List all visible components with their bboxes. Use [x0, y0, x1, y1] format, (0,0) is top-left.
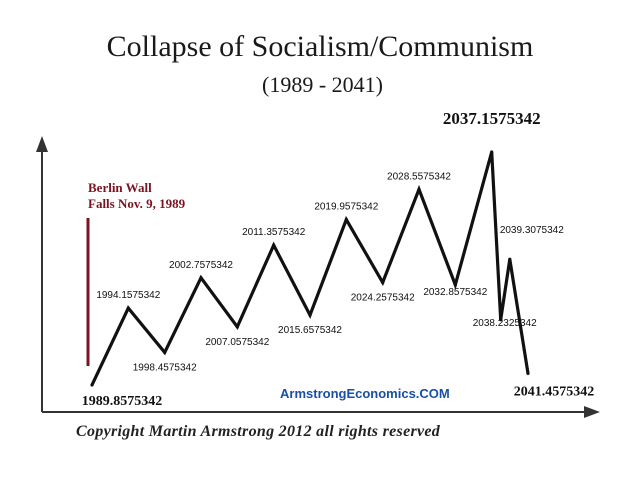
point-label: 2032.8575342 — [423, 287, 487, 298]
point-label: 1989.8575342 — [82, 394, 163, 409]
website-label: ArmstrongEconomics.COM — [280, 386, 450, 401]
point-label: 2038.2325342 — [473, 318, 537, 329]
point-label: 2037.1575342 — [443, 109, 541, 128]
point-label: 1998.4575342 — [133, 362, 197, 373]
point-label: 2011.3575342 — [242, 227, 306, 238]
turning-point-high — [344, 218, 348, 222]
point-label: 1994.1575342 — [96, 290, 160, 301]
turning-point-high — [126, 306, 130, 310]
turning-point-high — [417, 187, 421, 191]
turning-point-low — [453, 283, 457, 287]
y-axis-arrow — [36, 136, 48, 152]
turning-point-low — [308, 313, 312, 317]
point-label: 2015.6575342 — [278, 325, 342, 336]
x-axis-arrow — [584, 406, 600, 418]
point-label: 2002.7575342 — [169, 260, 233, 271]
turning-point-low — [499, 318, 503, 322]
chart-subtitle: (1989 - 2041) — [262, 72, 383, 97]
berlin-wall-line2: Falls Nov. 9, 1989 — [88, 196, 186, 211]
cycle-line — [90, 150, 530, 387]
chart-title: Collapse of Socialism/Communism — [106, 30, 534, 63]
turning-point-high — [508, 257, 512, 261]
berlin-wall-note: Berlin Wall Falls Nov. 9, 1989 — [88, 180, 185, 212]
turning-point-low — [381, 280, 385, 285]
turning-point-high — [272, 243, 276, 247]
point-labels: 1989.8575342 1994.1575342 1998.4575342 2002… — [82, 109, 595, 409]
copyright-notice: Copyright Martin Armstrong 2012 all righ… — [76, 423, 441, 440]
turning-point-end — [526, 371, 530, 375]
turning-point-high — [199, 276, 203, 280]
axes — [36, 136, 600, 418]
point-label: 2019.9575342 — [314, 202, 378, 213]
point-label: 2039.3075342 — [500, 225, 564, 236]
turning-point-low — [235, 325, 239, 329]
point-label: 2024.2575342 — [351, 293, 415, 304]
berlin-wall-line1: Berlin Wall — [88, 180, 152, 195]
point-label: 2041.4575342 — [514, 384, 595, 399]
turning-point-start — [90, 383, 94, 387]
turning-point-peak — [490, 150, 494, 154]
point-label: 2007.0575342 — [205, 337, 269, 348]
point-label: 2028.5575342 — [387, 171, 451, 182]
turning-point-low — [163, 350, 167, 354]
